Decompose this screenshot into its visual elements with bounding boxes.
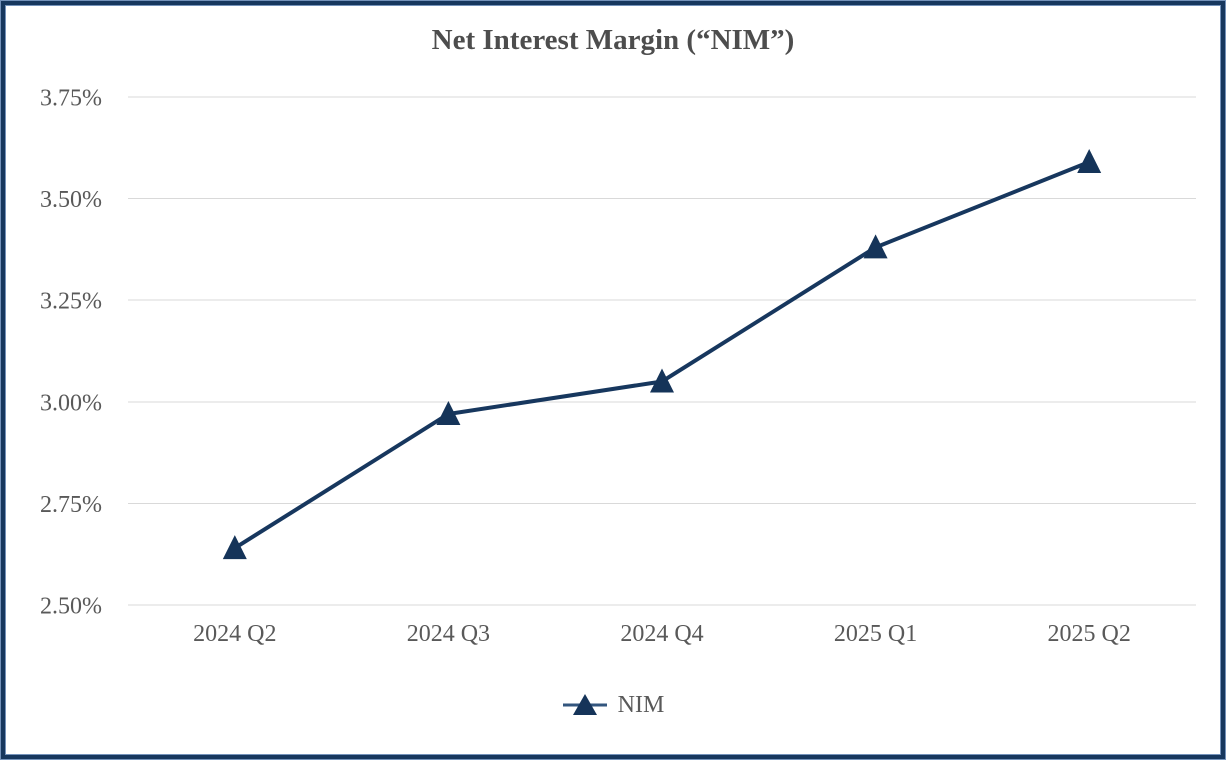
y-axis-tick-label: 3.00% bbox=[40, 390, 102, 416]
chart-canvas: Net Interest Margin (“NIM”) 2.50% 2.75% 3.… bbox=[5, 5, 1221, 755]
triangle-marker bbox=[222, 535, 247, 560]
x-axis-category-label: 2024 Q3 bbox=[407, 621, 490, 647]
y-axis-tick-label: 3.75% bbox=[40, 86, 102, 112]
x-axis-category-label: 2024 Q2 bbox=[193, 621, 276, 647]
nim-line-series bbox=[232, 160, 1092, 551]
triangle-marker bbox=[1077, 149, 1102, 174]
legend-marker-icon bbox=[562, 694, 607, 715]
legend-label: NIM bbox=[617, 692, 665, 718]
y-axis-tick-label: 2.75% bbox=[40, 492, 102, 518]
triangle-marker bbox=[650, 368, 674, 393]
y-axis-tick-label: 3.25% bbox=[40, 289, 102, 315]
plot-area: 2.50% 2.75% 3.00% 3.25% 3.50% 3.75% 2024 Q2 202… bbox=[40, 86, 1196, 647]
legend: NIM bbox=[6, 689, 1220, 721]
chart-title: Net Interest Margin (“NIM”) bbox=[431, 24, 795, 56]
legend-triangle-icon bbox=[572, 694, 597, 715]
y-axis-tick-label: 2.50% bbox=[40, 594, 102, 620]
x-axis-category-label: 2025 Q1 bbox=[834, 621, 917, 647]
y-axis-tick-label: 3.50% bbox=[40, 187, 102, 213]
x-axis-category-label: 2024 Q4 bbox=[620, 621, 703, 647]
x-axis-category-label: 2025 Q2 bbox=[1048, 621, 1131, 647]
triangle-marker bbox=[863, 234, 888, 259]
triangle-marker bbox=[436, 400, 461, 425]
